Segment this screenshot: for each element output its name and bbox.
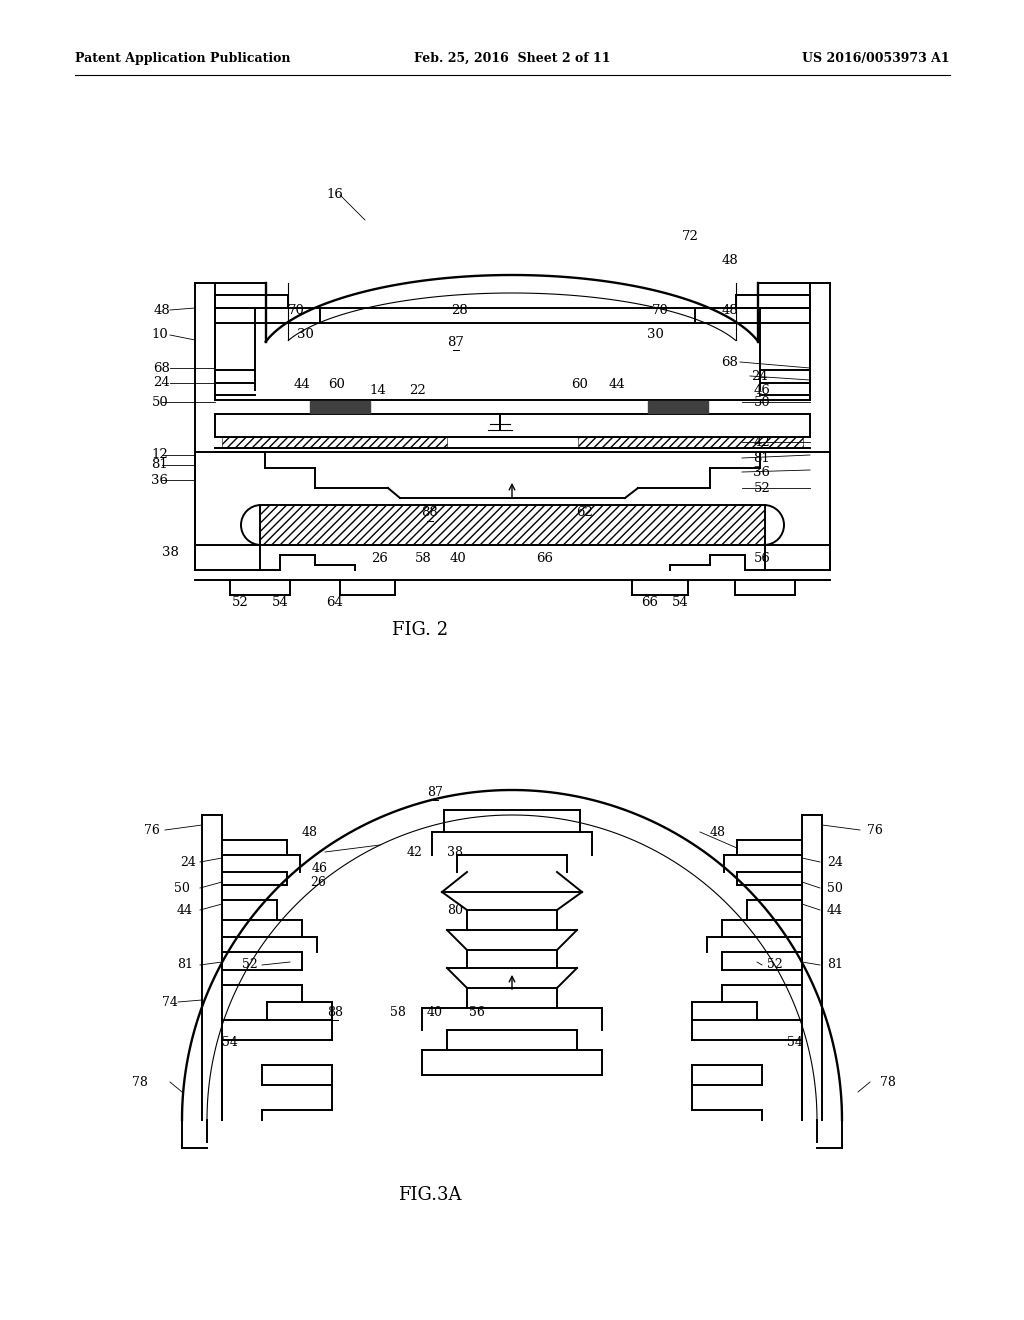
Text: 80: 80 [447,903,463,916]
Text: 66: 66 [537,552,554,565]
Text: 81: 81 [152,458,168,471]
Text: 52: 52 [242,958,258,972]
Bar [260,506,765,545]
Text: 30: 30 [297,329,313,342]
Text: 50: 50 [827,882,843,895]
Text: 62: 62 [577,507,594,520]
Text: 48: 48 [154,304,170,317]
Text: 76: 76 [144,824,160,837]
Text: 36: 36 [754,466,770,479]
Text: 44: 44 [608,379,626,392]
Text: 14: 14 [370,384,386,396]
Text: 42: 42 [754,436,770,449]
Text: 48: 48 [722,305,738,318]
Text: 16: 16 [327,189,343,202]
Text: 68: 68 [722,355,738,368]
Text: 56: 56 [754,552,770,565]
Text: FIG.3A: FIG.3A [398,1185,462,1204]
Text: 36: 36 [152,474,169,487]
Text: 40: 40 [427,1006,443,1019]
Text: 58: 58 [390,1006,406,1019]
Text: 24: 24 [827,855,843,869]
Text: 48: 48 [722,253,738,267]
Text: 87: 87 [447,335,465,348]
Text: 76: 76 [867,824,883,837]
Text: 52: 52 [767,958,783,972]
Text: 44: 44 [827,903,843,916]
Text: 78: 78 [880,1076,896,1089]
Text: 44: 44 [294,379,310,392]
Text: 50: 50 [152,396,168,408]
Text: 38: 38 [447,846,463,858]
Text: 56: 56 [469,1006,485,1019]
Text: 52: 52 [754,482,770,495]
Text: 54: 54 [271,597,289,610]
Text: 42: 42 [408,846,423,858]
Bar [578,437,803,447]
Text: 54: 54 [672,597,688,610]
Text: 48: 48 [710,825,726,838]
Text: 72: 72 [682,231,698,243]
Text: 52: 52 [231,597,249,610]
Text: 58: 58 [415,552,431,565]
Text: US 2016/0053973 A1: US 2016/0053973 A1 [803,51,950,65]
Text: 87: 87 [427,785,443,799]
Text: 64: 64 [327,597,343,610]
Text: 28: 28 [452,305,468,318]
Text: 54: 54 [787,1035,803,1048]
Text: 68: 68 [154,362,170,375]
Text: 70: 70 [651,305,669,318]
Text: Feb. 25, 2016  Sheet 2 of 11: Feb. 25, 2016 Sheet 2 of 11 [414,51,610,65]
Text: 81: 81 [754,451,770,465]
Text: 22: 22 [410,384,426,396]
Bar [310,401,370,413]
Bar [222,437,447,447]
Text: 48: 48 [302,825,318,838]
Text: 70: 70 [288,305,304,318]
Text: 54: 54 [222,1035,238,1048]
Text: 50: 50 [174,882,189,895]
Text: 12: 12 [152,449,168,462]
Text: 66: 66 [641,597,658,610]
Text: FIG. 2: FIG. 2 [392,620,449,639]
Text: 40: 40 [450,552,466,565]
Text: 88: 88 [327,1006,343,1019]
Text: 46: 46 [754,384,770,396]
Text: 26: 26 [372,552,388,565]
Text: 60: 60 [329,379,345,392]
Text: 10: 10 [152,329,168,342]
Text: 81: 81 [177,958,193,972]
Text: 46: 46 [312,862,328,874]
Text: 24: 24 [180,855,196,869]
Text: 88: 88 [422,507,438,520]
Text: 60: 60 [571,379,589,392]
Text: 50: 50 [754,396,770,408]
Text: 44: 44 [177,903,193,916]
Text: 38: 38 [162,546,178,560]
Text: Patent Application Publication: Patent Application Publication [75,51,291,65]
Bar [648,401,708,413]
Text: 78: 78 [132,1076,147,1089]
Text: 74: 74 [162,995,178,1008]
Text: 30: 30 [646,329,664,342]
Text: 24: 24 [154,376,170,389]
Text: 24: 24 [752,370,768,383]
Text: 26: 26 [310,875,326,888]
Text: 81: 81 [827,958,843,972]
